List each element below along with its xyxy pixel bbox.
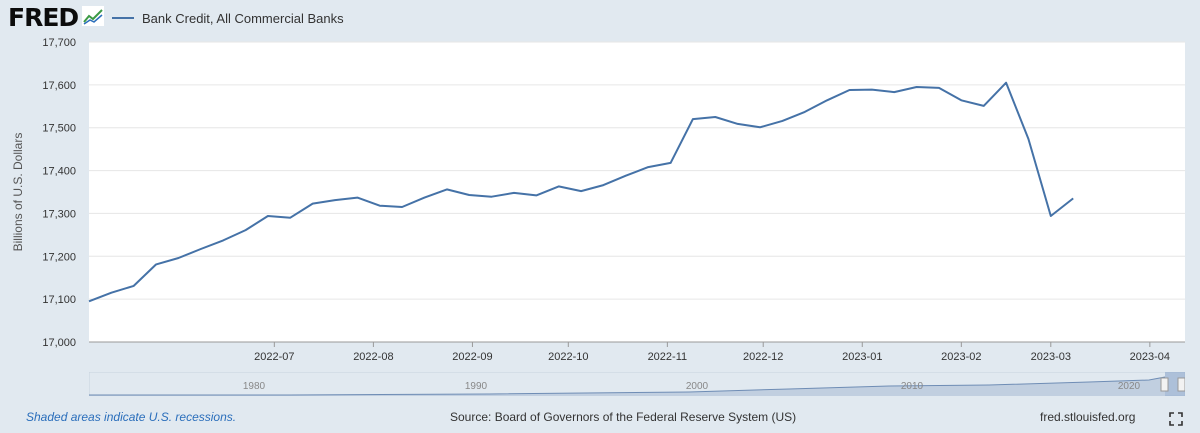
navigator-year-label: 2020	[1118, 381, 1141, 392]
y-tick-label: 17,400	[42, 166, 76, 178]
fullscreen-icon[interactable]	[1169, 412, 1183, 426]
fred-graph-icon	[82, 6, 104, 26]
chart-header: FRED Bank Credit, All Commercial Banks	[0, 0, 1200, 36]
y-tick-label: 17,200	[42, 251, 76, 263]
legend-series-swatch	[112, 17, 134, 19]
x-tick-label: 2022-12	[743, 351, 783, 363]
navigator-handle-left[interactable]	[1160, 377, 1169, 392]
x-tick-label: 2022-10	[548, 351, 588, 363]
navigator-year-label: 2010	[901, 381, 924, 392]
x-tick-label: 2022-09	[452, 351, 492, 363]
plot-area	[89, 42, 1185, 342]
x-tick-label: 2022-11	[648, 351, 688, 363]
legend[interactable]: Bank Credit, All Commercial Banks	[112, 9, 344, 27]
navigator-year-label: 1990	[465, 381, 488, 392]
x-axis-ticks: 2022-07 2022-08 2022-09 2022-10 2022-11 2022-…	[89, 341, 1185, 363]
recessions-note-link[interactable]: Shaded areas indicate U.S. recessions.	[26, 410, 237, 424]
navigator-handle-right[interactable]	[1177, 377, 1185, 392]
source-text: Source: Board of Governors of the Federa…	[450, 410, 797, 424]
legend-series-label: Bank Credit, All Commercial Banks	[142, 10, 344, 26]
line-chart[interactable]: 17,000 17,100 17,200 17,300 17,400 17,500 17,6…	[0, 0, 1200, 400]
navigator-years: 1980 1990 2000 2010 2020	[243, 381, 1141, 392]
x-tick-label: 2023-04	[1130, 351, 1170, 363]
site-link[interactable]: fred.stlouisfed.org	[1040, 410, 1136, 424]
x-tick-label: 2023-02	[941, 351, 981, 363]
series-layer	[88, 81, 1074, 303]
y-tick-label: 17,600	[42, 80, 76, 92]
y-tick-label: 17,000	[42, 337, 76, 349]
x-tick-label: 2022-07	[254, 351, 294, 363]
y-axis-ticks: 17,000 17,100 17,200 17,300 17,400 17,500 17,6…	[42, 37, 76, 349]
x-tick-label: 2023-03	[1031, 351, 1071, 363]
x-tick-label: 2022-08	[353, 351, 393, 363]
navigator-year-label: 1980	[243, 381, 266, 392]
y-tick-label: 17,300	[42, 208, 76, 220]
y-tick-label: 17,700	[42, 37, 76, 49]
y-tick-label: 17,100	[42, 294, 76, 306]
series-line[interactable]	[88, 81, 1074, 303]
navigator-year-label: 2000	[686, 381, 709, 392]
grid-lines	[89, 41, 1185, 343]
x-tick-label: 2023-01	[842, 351, 882, 363]
y-tick-label: 17,500	[42, 123, 76, 135]
fred-logo[interactable]: FRED	[8, 3, 79, 32]
range-navigator[interactable]: 1980 1990 2000 2010 2020	[89, 372, 1185, 396]
